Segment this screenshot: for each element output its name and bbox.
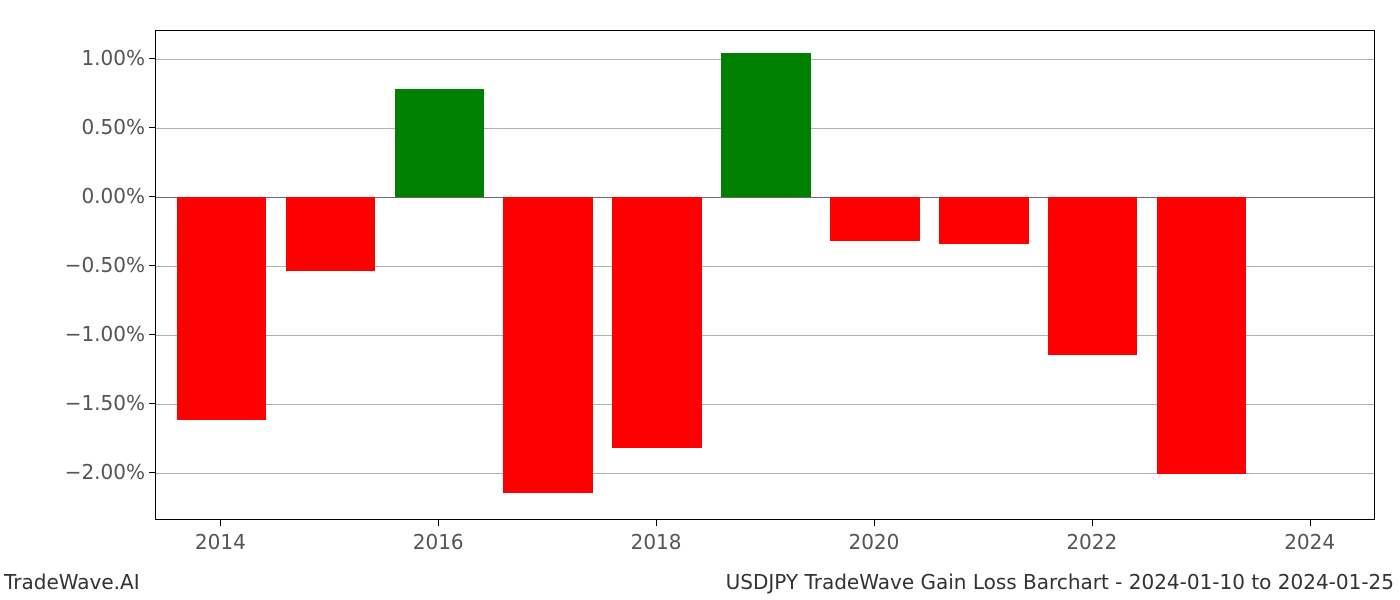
- bar-2015: [286, 197, 375, 272]
- y-tick-label: −0.50%: [65, 253, 145, 277]
- x-tick-label: 2016: [413, 530, 464, 554]
- y-tick-mark: [149, 403, 155, 404]
- x-tick-mark: [874, 520, 875, 526]
- bar-2020: [830, 197, 919, 241]
- y-tick-mark: [149, 127, 155, 128]
- x-tick-label: 2024: [1284, 530, 1335, 554]
- x-tick-label: 2014: [195, 530, 246, 554]
- bar-2017: [503, 197, 592, 494]
- x-tick-label: 2018: [631, 530, 682, 554]
- y-tick-mark: [149, 58, 155, 59]
- x-tick-mark: [1092, 520, 1093, 526]
- bar-2021: [939, 197, 1028, 244]
- y-tick-label: 0.50%: [81, 115, 145, 139]
- bar-2023: [1157, 197, 1246, 474]
- y-tick-mark: [149, 472, 155, 473]
- y-tick-mark: [149, 196, 155, 197]
- x-tick-mark: [656, 520, 657, 526]
- y-tick-mark: [149, 334, 155, 335]
- bar-2014: [177, 197, 266, 421]
- bar-2018: [612, 197, 701, 448]
- y-tick-mark: [149, 265, 155, 266]
- footer-left-label: TradeWave.AI: [4, 570, 140, 594]
- plot-border: [155, 30, 1375, 520]
- y-tick-label: −1.50%: [65, 391, 145, 415]
- y-tick-label: −1.00%: [65, 322, 145, 346]
- chart-plot-area: [155, 30, 1375, 520]
- x-tick-mark: [438, 520, 439, 526]
- bar-2022: [1048, 197, 1137, 356]
- x-tick-mark: [1310, 520, 1311, 526]
- bar-2019: [721, 53, 810, 197]
- footer-right-label: USDJPY TradeWave Gain Loss Barchart - 20…: [726, 570, 1394, 594]
- y-tick-label: 1.00%: [81, 46, 145, 70]
- bar-2016: [395, 89, 484, 197]
- x-tick-mark: [220, 520, 221, 526]
- y-tick-label: −2.00%: [65, 460, 145, 484]
- x-tick-label: 2020: [848, 530, 899, 554]
- y-tick-label: 0.00%: [81, 184, 145, 208]
- x-tick-label: 2022: [1066, 530, 1117, 554]
